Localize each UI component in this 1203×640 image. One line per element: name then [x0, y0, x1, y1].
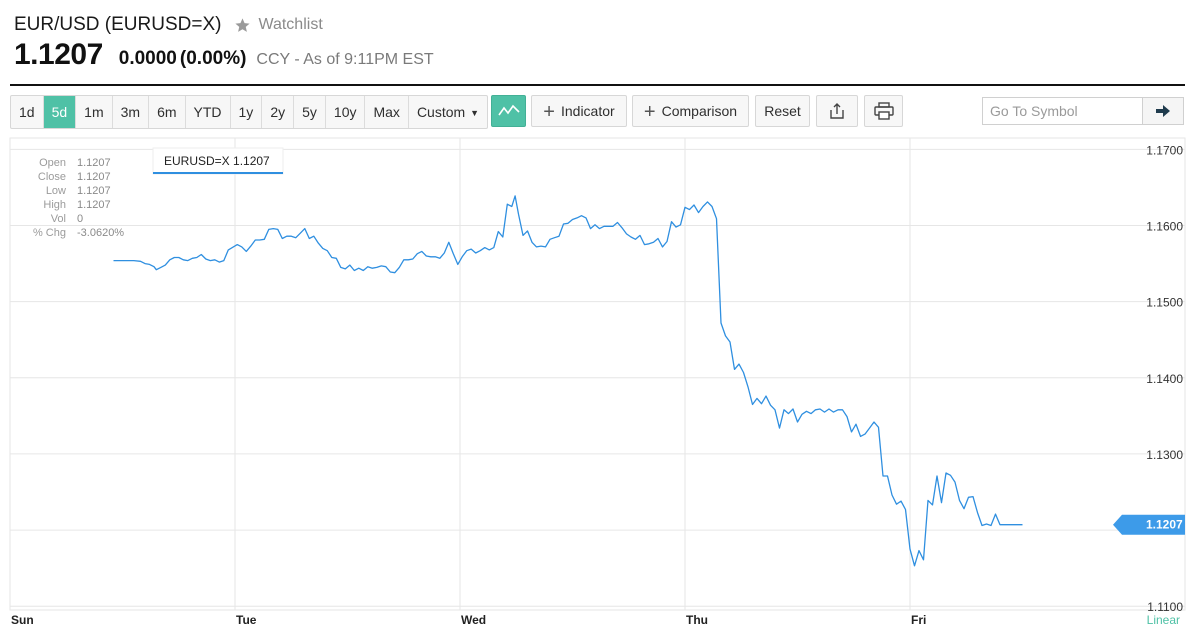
last-price-tag: 1.1207: [1113, 514, 1185, 535]
share-button[interactable]: [816, 95, 858, 127]
ohlc-value-high: 1.1207: [77, 199, 111, 211]
share-icon: [830, 103, 844, 119]
chart-grid: [9, 137, 1186, 611]
ohlc-value-pct-chg: -3.0620%: [77, 227, 124, 239]
custom-range-label: Custom: [416, 104, 466, 120]
y-tick-label: 1.1700: [1146, 143, 1183, 157]
x-tick-label: Fri: [911, 613, 926, 627]
chart-axes: 1.1700 1.1600 1.1500 1.1400 1.1300 1.1100 Sun T…: [11, 143, 1183, 627]
plus-icon: +: [543, 101, 555, 123]
printer-icon: [873, 102, 894, 120]
last-price-tag-shape: [1113, 514, 1185, 535]
range-3m[interactable]: 3m: [113, 96, 150, 128]
ohlc-value-open: 1.1207: [77, 157, 111, 169]
indicator-button[interactable]: + Indicator: [531, 95, 627, 127]
ohlc-value-close: 1.1207: [77, 171, 111, 183]
range-selector: 1d 5d 1m 3m 6m YTD 1y 2y 5y 10y Max Cust…: [10, 95, 489, 129]
range-2y[interactable]: 2y: [262, 96, 295, 128]
range-1m[interactable]: 1m: [76, 96, 113, 128]
price-change-percent: (0.00%): [179, 48, 247, 69]
y-tick-label: 1.1400: [1146, 372, 1183, 386]
last-price-tag-label: 1.1207: [1146, 518, 1183, 532]
ohlc-label-high: High: [43, 199, 66, 211]
reset-label: Reset: [764, 103, 801, 119]
print-button[interactable]: [864, 95, 903, 127]
watchlist-link[interactable]: Watchlist: [258, 16, 323, 33]
y-tick-label: 1.1100: [1147, 600, 1183, 614]
ohlc-value-low: 1.1207: [77, 185, 111, 197]
star-icon[interactable]: [234, 17, 251, 34]
symbol-title: EUR/USD (EURUSD=X): [14, 14, 222, 35]
range-ytd[interactable]: YTD: [186, 96, 231, 128]
plus-icon: +: [643, 101, 656, 123]
ohlc-label-pct-chg: % Chg: [33, 227, 66, 239]
series-legend-box: [152, 147, 284, 175]
ohlc-label-open: Open: [39, 157, 66, 169]
last-price: 1.1207: [14, 38, 103, 71]
range-6m[interactable]: 6m: [149, 96, 186, 128]
x-tick-label: Tue: [236, 613, 257, 627]
chart-series: [113, 195, 1023, 567]
series-line-eurusd: [113, 195, 1023, 567]
x-tick-label: Wed: [461, 613, 486, 627]
range-5d[interactable]: 5d: [43, 96, 77, 128]
y-tick-label: 1.1500: [1146, 296, 1183, 310]
scale-mode-link[interactable]: Linear: [1147, 613, 1180, 627]
ohlc-value-vol: 0: [77, 213, 83, 225]
range-5y[interactable]: 5y: [294, 96, 326, 128]
indicator-label: Indicator: [560, 103, 615, 119]
range-1y[interactable]: 1y: [231, 96, 263, 128]
x-tick-label: Thu: [686, 613, 708, 627]
comparison-button[interactable]: + Comparison: [632, 95, 749, 127]
chart-type-button[interactable]: [491, 95, 526, 127]
x-tick-label: Sun: [11, 613, 34, 627]
series-legend[interactable]: EURUSD=X 1.1207: [152, 147, 284, 175]
quote-title-row: EUR/USD (EURUSD=X) Watchlist: [14, 12, 323, 38]
y-tick-label: 1.1600: [1146, 220, 1183, 234]
arrow-right-icon: [1156, 105, 1170, 117]
price-change: 0.0000: [118, 48, 177, 69]
y-tick-label: 1.1300: [1146, 448, 1183, 462]
range-1d[interactable]: 1d: [11, 96, 44, 128]
ohlc-label-vol: Vol: [51, 213, 66, 225]
ohlc-panel: Open 1.1207 Close 1.1207 Low 1.1207 High…: [33, 157, 124, 239]
range-max[interactable]: Max: [365, 96, 409, 128]
plot-frame: [9, 137, 1186, 611]
line-chart-icon: [497, 104, 520, 116]
quote-row: 1.1207 0.0000 (0.00%) CCY - As of 9:11PM…: [14, 38, 434, 76]
go-to-symbol-input[interactable]: [982, 97, 1142, 125]
header-divider: [10, 84, 1185, 86]
ohlc-label-low: Low: [46, 185, 66, 197]
range-10y[interactable]: 10y: [326, 96, 366, 128]
reset-button[interactable]: Reset: [755, 95, 810, 127]
chevron-down-icon: ▼: [470, 108, 480, 118]
comparison-label: Comparison: [661, 103, 738, 119]
go-to-symbol-button[interactable]: [1142, 97, 1184, 125]
ohlc-label-close: Close: [38, 171, 66, 183]
quote-meta: CCY - As of 9:11PM EST: [256, 51, 434, 68]
series-legend-label: EURUSD=X 1.1207: [164, 154, 270, 168]
custom-range-dropdown[interactable]: Custom ▼: [409, 96, 487, 128]
